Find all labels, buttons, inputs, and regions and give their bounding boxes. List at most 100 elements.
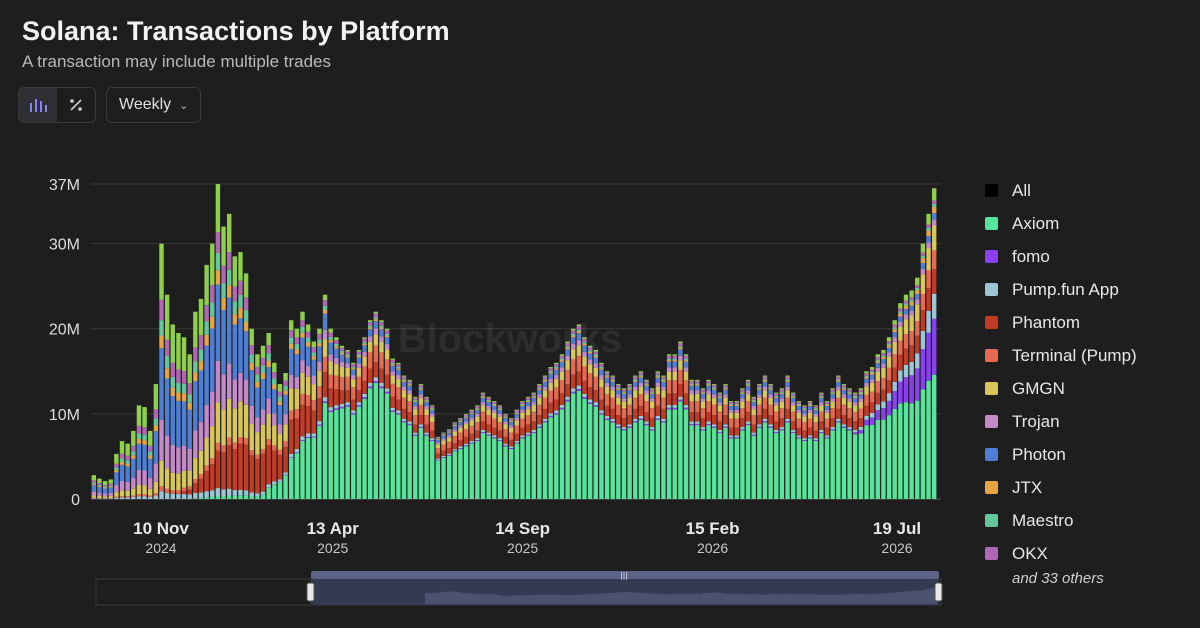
bar-segment[interactable] — [751, 409, 756, 416]
bar-segment[interactable] — [542, 390, 548, 398]
bar-segment[interactable] — [210, 285, 215, 303]
bar-segment[interactable] — [243, 438, 249, 445]
bar-segment[interactable] — [790, 421, 796, 430]
bar-segment[interactable] — [159, 491, 164, 499]
bar-segment[interactable] — [294, 409, 300, 419]
bar-segment[interactable] — [322, 402, 328, 499]
bar-stack[interactable] — [802, 405, 807, 499]
bar-segment[interactable] — [373, 345, 379, 363]
bar-segment[interactable] — [892, 324, 897, 328]
bar-segment[interactable] — [311, 410, 316, 434]
bar-stack[interactable] — [576, 324, 582, 499]
bar-segment[interactable] — [779, 429, 785, 431]
bar-segment[interactable] — [328, 411, 333, 499]
bar-segment[interactable] — [469, 410, 474, 413]
bar-stack[interactable] — [108, 479, 113, 499]
legend-item[interactable]: fomo — [985, 240, 1137, 273]
bar-segment[interactable] — [311, 433, 316, 437]
bar-segment[interactable] — [283, 394, 288, 415]
bar-segment[interactable] — [193, 492, 198, 499]
bar-stack[interactable] — [604, 371, 610, 499]
bar-segment[interactable] — [187, 470, 192, 487]
bar-segment[interactable] — [125, 443, 130, 456]
bar-segment[interactable] — [644, 390, 649, 395]
bar-segment[interactable] — [864, 376, 869, 379]
bar-segment[interactable] — [931, 203, 937, 207]
bar-segment[interactable] — [520, 412, 525, 419]
bar-segment[interactable] — [734, 404, 739, 406]
bar-segment[interactable] — [548, 373, 553, 379]
bar-segment[interactable] — [689, 379, 694, 381]
bar-segment[interactable] — [824, 405, 830, 410]
bar-segment[interactable] — [824, 438, 830, 499]
bar-segment[interactable] — [802, 406, 807, 409]
bar-stack[interactable] — [373, 311, 379, 499]
bar-segment[interactable] — [695, 394, 700, 402]
bar-segment[interactable] — [587, 347, 593, 351]
bar-segment[interactable] — [751, 434, 756, 436]
bar-segment[interactable] — [858, 426, 864, 430]
bar-segment[interactable] — [762, 375, 768, 377]
bar-segment[interactable] — [362, 397, 367, 399]
bar-segment[interactable] — [886, 415, 892, 499]
bar-segment[interactable] — [610, 408, 615, 419]
navigator-right-handle[interactable] — [934, 582, 943, 602]
bar-stack[interactable] — [452, 422, 457, 499]
bar-stack[interactable] — [649, 388, 655, 499]
bar-segment[interactable] — [796, 405, 802, 406]
bar-segment[interactable] — [508, 418, 514, 421]
bar-stack[interactable] — [836, 375, 841, 499]
bar-segment[interactable] — [695, 379, 700, 381]
bar-segment[interactable] — [520, 435, 525, 438]
bar-segment[interactable] — [571, 393, 576, 499]
bar-segment[interactable] — [537, 384, 542, 386]
bar-segment[interactable] — [441, 440, 446, 445]
bar-stack[interactable] — [740, 388, 745, 499]
bar-segment[interactable] — [226, 398, 232, 438]
bar-stack[interactable] — [599, 362, 604, 499]
bar-segment[interactable] — [305, 376, 311, 396]
bar-segment[interactable] — [198, 361, 204, 371]
bar-segment[interactable] — [672, 371, 677, 381]
bar-segment[interactable] — [463, 416, 469, 418]
bar-segment[interactable] — [159, 486, 164, 492]
bar-segment[interactable] — [170, 396, 175, 445]
bar-segment[interactable] — [638, 405, 644, 416]
bar-segment[interactable] — [367, 382, 373, 387]
bar-segment[interactable] — [356, 376, 362, 391]
bar-stack[interactable] — [441, 432, 446, 499]
bar-segment[interactable] — [181, 401, 187, 446]
bar-segment[interactable] — [418, 387, 424, 389]
bar-segment[interactable] — [435, 448, 441, 454]
bar-segment[interactable] — [204, 345, 209, 405]
bar-segment[interactable] — [587, 359, 593, 365]
bar-segment[interactable] — [362, 338, 367, 343]
bar-segment[interactable] — [554, 413, 559, 415]
bar-segment[interactable] — [249, 496, 254, 499]
bar-segment[interactable] — [931, 200, 937, 204]
bar-segment[interactable] — [305, 433, 311, 437]
bar-segment[interactable] — [463, 418, 469, 422]
bar-segment[interactable] — [700, 391, 706, 393]
bar-segment[interactable] — [700, 393, 706, 399]
bar-segment[interactable] — [661, 418, 666, 422]
bar-segment[interactable] — [362, 343, 367, 346]
bar-stack[interactable] — [424, 396, 429, 499]
bar-segment[interactable] — [238, 294, 243, 308]
bar-stack[interactable] — [328, 328, 333, 499]
bar-segment[interactable] — [886, 380, 892, 394]
bar-segment[interactable] — [260, 379, 266, 410]
bar-segment[interactable] — [717, 392, 723, 394]
bar-stack[interactable] — [131, 430, 136, 499]
bar-segment[interactable] — [762, 418, 768, 422]
bar-segment[interactable] — [903, 305, 909, 309]
bar-stack[interactable] — [367, 320, 373, 499]
bar-stack[interactable] — [136, 405, 142, 499]
bar-segment[interactable] — [249, 363, 254, 371]
bar-segment[interactable] — [345, 357, 350, 364]
bar-segment[interactable] — [441, 455, 446, 458]
bar-segment[interactable] — [723, 388, 728, 390]
bar-segment[interactable] — [819, 421, 824, 430]
bar-segment[interactable] — [142, 407, 147, 428]
bar-segment[interactable] — [322, 313, 328, 330]
